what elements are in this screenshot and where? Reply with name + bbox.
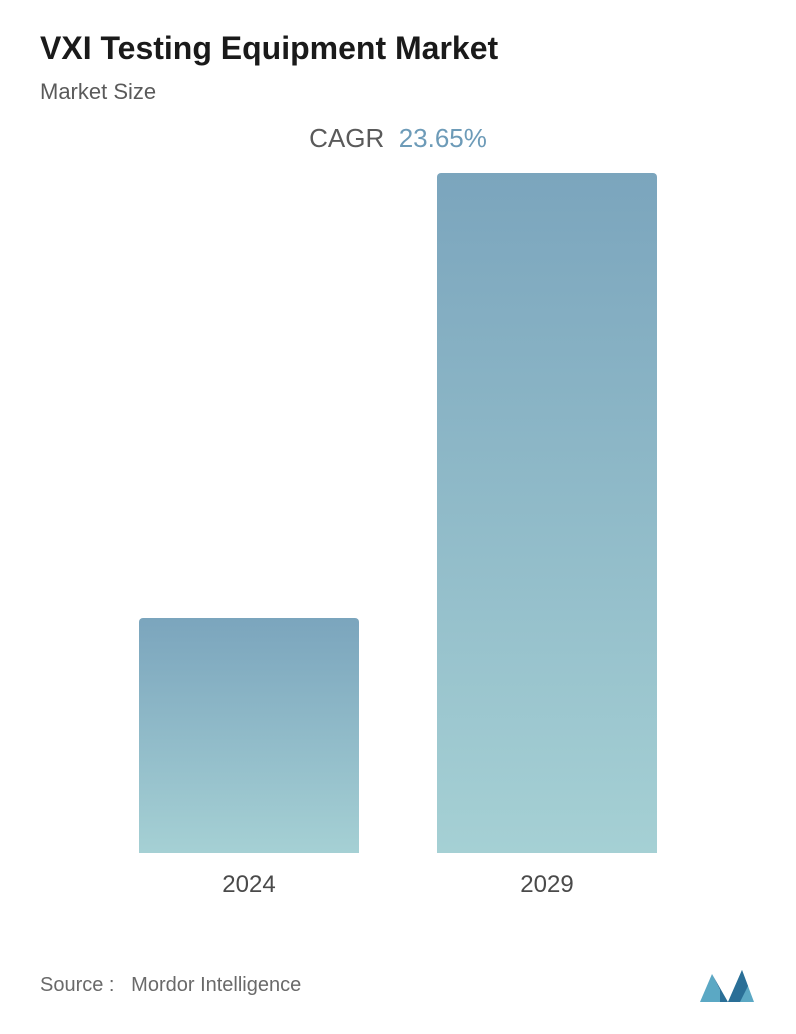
logo-icon	[698, 966, 756, 1004]
chart-area: 2024 2029	[40, 179, 756, 899]
chart-subtitle: Market Size	[40, 79, 756, 105]
bar	[437, 173, 657, 853]
bar-label: 2029	[520, 871, 573, 899]
cagr-value: 23.65%	[399, 123, 487, 154]
source-text: Source : Mordor Intelligence	[40, 974, 301, 997]
chart-title: VXI Testing Equipment Market	[40, 30, 756, 67]
cagr-label: CAGR	[309, 123, 384, 154]
bar	[139, 618, 359, 853]
bar-group: 2024	[139, 618, 359, 899]
bar-label: 2024	[222, 871, 275, 899]
bar-group: 2029	[437, 173, 657, 899]
source-name: Mordor Intelligence	[131, 974, 301, 996]
source-label: Source :	[40, 974, 114, 996]
cagr-row: CAGR 23.65%	[40, 123, 756, 154]
footer: Source : Mordor Intelligence	[40, 966, 756, 1004]
